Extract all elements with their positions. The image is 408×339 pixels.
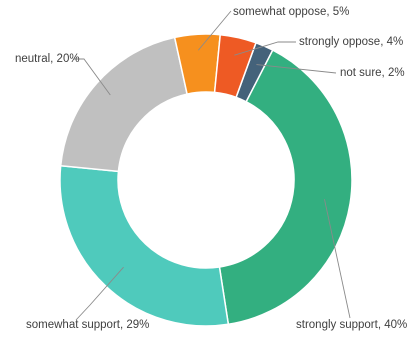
data-label-somewhat-support: somewhat support, 29%: [26, 319, 149, 331]
leader-line-somewhat-support: [75, 266, 124, 321]
leader-line-not-sure: [256, 64, 337, 74]
data-label-not-sure: not sure, 2%: [340, 67, 405, 79]
leader-line-somewhat-oppose: [197, 10, 232, 51]
leader-lines: [74, 10, 351, 321]
data-label-strongly-support: strongly support, 40%: [296, 319, 407, 331]
donut-slices: [59, 33, 353, 327]
data-label-strongly-oppose: strongly oppose, 4%: [299, 36, 403, 48]
slice-strongly-oppose: [213, 33, 257, 99]
data-label-somewhat-oppose: somewhat oppose, 5%: [233, 6, 349, 18]
slice-strongly-support: [218, 49, 353, 326]
slice-neutral: [59, 36, 188, 173]
leader-line-strongly-support: [324, 199, 351, 319]
leader-line-strongly-oppose: [234, 41, 296, 56]
slice-somewhat-support: [59, 164, 230, 327]
leader-line-neutral: [74, 58, 111, 96]
data-label-neutral: neutral, 20%: [15, 53, 80, 65]
